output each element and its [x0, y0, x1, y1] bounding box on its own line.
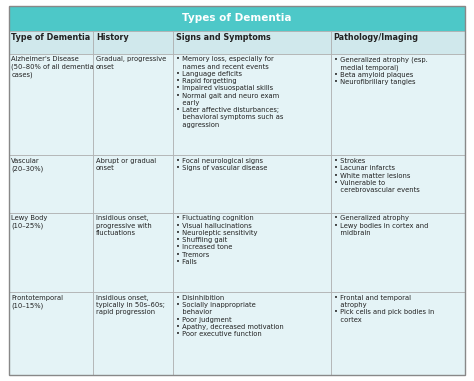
Bar: [173, 292, 331, 375]
Text: Vascular
(20–30%): Vascular (20–30%): [11, 158, 44, 172]
Bar: [9, 54, 93, 155]
Bar: [9, 155, 93, 213]
Text: • Fluctuating cognition
• Visual hallucinations
• Neuroleptic sensitivity
• Shuf: • Fluctuating cognition • Visual halluci…: [176, 215, 257, 265]
Text: Abrupt or gradual
onset: Abrupt or gradual onset: [96, 158, 156, 171]
Bar: [173, 54, 331, 155]
Bar: [9, 6, 465, 31]
Text: Alzheimer's Disease
(50–80% of all dementia
cases): Alzheimer's Disease (50–80% of all demen…: [11, 56, 94, 78]
Text: Type of Dementia: Type of Dementia: [11, 33, 91, 42]
Text: • Strokes
• Lacunar infarcts
• White matter lesions
• Vulnerable to
   cerebrova: • Strokes • Lacunar infarcts • White mat…: [334, 158, 419, 193]
Bar: [9, 292, 93, 375]
Bar: [331, 155, 465, 213]
Bar: [9, 31, 93, 54]
Text: • Generalized atrophy
• Lewy bodies in cortex and
   midbrain: • Generalized atrophy • Lewy bodies in c…: [334, 215, 428, 236]
Bar: [173, 31, 331, 54]
Bar: [93, 31, 173, 54]
Text: Gradual, progressive
onset: Gradual, progressive onset: [96, 56, 166, 70]
Bar: [93, 213, 173, 292]
Text: Frontotemporal
(10–15%): Frontotemporal (10–15%): [11, 295, 64, 309]
Text: Insidious onset,
progressive with
fluctuations: Insidious onset, progressive with fluctu…: [96, 215, 152, 236]
Bar: [93, 155, 173, 213]
Text: Pathology/Imaging: Pathology/Imaging: [334, 33, 419, 42]
Text: • Focal neurological signs
• Signs of vascular disease: • Focal neurological signs • Signs of va…: [176, 158, 267, 171]
Bar: [331, 31, 465, 54]
Text: • Frontal and temporal
   atrophy
• Pick cells and pick bodies in
   cortex: • Frontal and temporal atrophy • Pick ce…: [334, 295, 434, 323]
Text: Signs and Symptoms: Signs and Symptoms: [176, 33, 271, 42]
Bar: [93, 54, 173, 155]
Text: • Memory loss, especially for
   names and recent events
• Language deficits
• R: • Memory loss, especially for names and …: [176, 56, 283, 128]
Bar: [331, 54, 465, 155]
Bar: [9, 213, 93, 292]
Bar: [93, 292, 173, 375]
Text: Insidious onset,
typically in 50s–60s;
rapid progression: Insidious onset, typically in 50s–60s; r…: [96, 295, 165, 315]
Text: History: History: [96, 33, 128, 42]
Text: Types of Dementia: Types of Dementia: [182, 13, 292, 23]
Bar: [331, 292, 465, 375]
Bar: [173, 155, 331, 213]
Text: • Disinhibition
• Socially inappropriate
   behavior
• Poor judgment
• Apathy, d: • Disinhibition • Socially inappropriate…: [176, 295, 283, 337]
Text: Lewy Body
(10–25%): Lewy Body (10–25%): [11, 215, 48, 229]
Text: • Generalized atrophy (esp.
   medial temporal)
• Beta amyloid plaques
• Neurofi: • Generalized atrophy (esp. medial tempo…: [334, 56, 427, 85]
Bar: [173, 213, 331, 292]
Bar: [331, 213, 465, 292]
